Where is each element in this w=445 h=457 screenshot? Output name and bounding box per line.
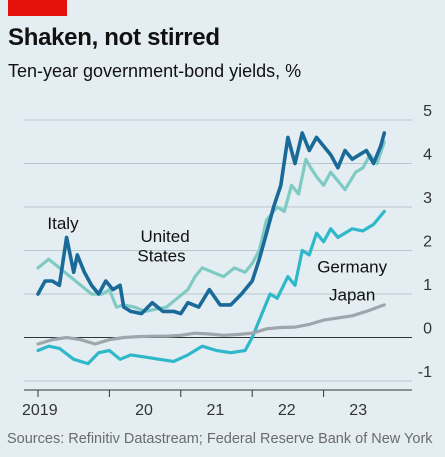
chart-title: Shaken, not stirred: [8, 24, 220, 51]
series-line-united-states: [36, 140, 386, 313]
y-tick-label: 3: [423, 190, 432, 207]
y-tick-label: 1: [423, 277, 432, 294]
series-label-germany: Germany: [317, 257, 387, 276]
x-tick-label: 23: [349, 402, 367, 419]
x-tick-label: 20: [135, 402, 153, 419]
series-line-italy: [36, 131, 387, 316]
series-label-japan: Japan: [329, 286, 375, 305]
x-tick-label: 21: [207, 402, 225, 419]
brand-red-tag: [8, 0, 67, 16]
series-line-germany: [36, 209, 386, 366]
series-line-japan: [36, 303, 386, 346]
y-tick-label: 0: [423, 321, 432, 338]
chart-source: Sources: Refinitiv Datastream; Federal R…: [7, 431, 433, 447]
series-label-italy: Italy: [47, 214, 79, 233]
y-tick-label: 4: [423, 147, 432, 164]
y-tick-label: 2: [423, 234, 432, 251]
series-label-states: States: [137, 246, 185, 265]
y-tick-label: 5: [423, 103, 432, 120]
x-tick-label: 2019: [22, 402, 58, 419]
series-label-united: United: [141, 227, 190, 246]
x-tick-label: 22: [278, 402, 296, 419]
y-tick-label: -1: [418, 364, 432, 381]
chart-subtitle: Ten-year government-bond yields, %: [8, 61, 302, 81]
